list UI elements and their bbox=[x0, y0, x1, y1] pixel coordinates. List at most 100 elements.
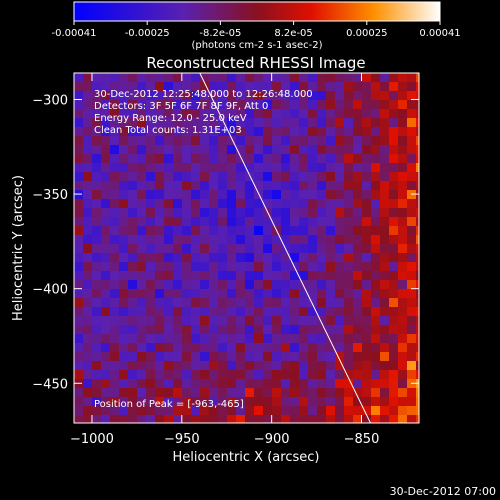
heatmap-cell bbox=[164, 208, 174, 218]
heatmap-cell bbox=[218, 352, 228, 362]
heatmap-cell bbox=[119, 307, 129, 317]
heatmap-cell bbox=[380, 298, 390, 308]
heatmap-cell bbox=[227, 235, 237, 245]
heatmap-cell bbox=[92, 172, 102, 182]
heatmap-cell bbox=[371, 73, 381, 83]
heatmap-cell bbox=[236, 118, 246, 128]
heatmap-cell bbox=[218, 208, 228, 218]
heatmap-cell bbox=[308, 262, 318, 272]
heatmap-cell bbox=[245, 163, 255, 173]
heatmap-cell bbox=[236, 163, 246, 173]
heatmap-cell bbox=[371, 343, 381, 353]
heatmap-cell bbox=[335, 262, 345, 272]
heatmap-cell bbox=[290, 172, 300, 182]
heatmap-cell bbox=[398, 244, 408, 254]
heatmap-cell bbox=[380, 217, 390, 227]
colorbar-tick-label: -0.00025 bbox=[125, 28, 170, 39]
heatmap-cell bbox=[155, 415, 165, 423]
heatmap-cell bbox=[74, 181, 84, 191]
heatmap-cell bbox=[83, 370, 93, 380]
heatmap-cell bbox=[200, 388, 210, 398]
heatmap-cell bbox=[281, 289, 291, 299]
heatmap-cell bbox=[200, 280, 210, 290]
heatmap-cell bbox=[182, 73, 192, 83]
x-tick-label: −850 bbox=[344, 432, 380, 447]
heatmap-cell bbox=[299, 181, 309, 191]
heatmap-cell bbox=[110, 289, 120, 299]
heatmap-cell bbox=[92, 91, 102, 101]
heatmap-cell bbox=[101, 262, 111, 272]
heatmap-cell bbox=[101, 199, 111, 209]
heatmap-cell bbox=[254, 379, 264, 389]
heatmap-cell bbox=[326, 343, 336, 353]
heatmap-cell bbox=[209, 244, 219, 254]
heatmap-cell bbox=[398, 235, 408, 245]
heatmap-cell bbox=[191, 145, 201, 155]
heatmap-cell bbox=[299, 307, 309, 317]
heatmap-cell bbox=[353, 154, 363, 164]
heatmap-cells bbox=[74, 73, 419, 423]
heatmap-cell bbox=[227, 190, 237, 200]
heatmap-cell bbox=[74, 91, 84, 101]
plot-frame bbox=[73, 72, 420, 424]
heatmap-cell bbox=[380, 82, 390, 92]
heatmap-cell bbox=[335, 334, 345, 344]
heatmap-cell bbox=[290, 280, 300, 290]
heatmap-cell bbox=[254, 388, 264, 398]
heatmap-cell bbox=[236, 352, 246, 362]
heatmap-cell bbox=[263, 190, 273, 200]
heatmap-cell bbox=[254, 181, 264, 191]
heatmap-cell bbox=[371, 298, 381, 308]
heatmap-cell bbox=[218, 343, 228, 353]
heatmap-cell bbox=[317, 352, 327, 362]
heatmap-cell bbox=[299, 172, 309, 182]
heatmap-cell bbox=[164, 370, 174, 380]
heatmap-cell bbox=[110, 145, 120, 155]
heatmap-cell bbox=[416, 91, 419, 101]
heatmap-cell bbox=[317, 379, 327, 389]
heatmap-cell bbox=[137, 343, 147, 353]
heatmap-cell bbox=[299, 370, 309, 380]
heatmap-cell bbox=[236, 181, 246, 191]
heatmap-cell bbox=[380, 118, 390, 128]
heatmap-cell bbox=[83, 388, 93, 398]
heatmap-cell bbox=[407, 253, 417, 263]
heatmap-cell bbox=[326, 208, 336, 218]
heatmap-cell bbox=[182, 334, 192, 344]
heatmap-cell bbox=[335, 361, 345, 371]
heatmap-cell bbox=[389, 100, 399, 110]
heatmap-cell bbox=[344, 253, 354, 263]
heatmap-cell bbox=[146, 217, 156, 227]
heatmap-cell bbox=[137, 172, 147, 182]
heatmap-cell bbox=[245, 343, 255, 353]
heatmap-cell bbox=[236, 127, 246, 137]
heatmap-cell bbox=[272, 289, 282, 299]
heatmap-cell bbox=[416, 199, 419, 209]
heatmap-cell bbox=[83, 307, 93, 317]
heatmap-cell bbox=[272, 100, 282, 110]
heatmap-cell bbox=[155, 298, 165, 308]
heatmap-cell bbox=[245, 235, 255, 245]
heatmap-cell bbox=[353, 370, 363, 380]
info-detectors: Detectors: 3F 5F 6F 7F 8F 9F, Att 0 bbox=[94, 101, 268, 112]
heatmap-cell bbox=[164, 325, 174, 335]
heatmap-cell bbox=[182, 253, 192, 263]
heatmap-cell bbox=[92, 271, 102, 281]
heatmap-cell bbox=[119, 379, 129, 389]
x-tick-label: −1000 bbox=[70, 432, 114, 447]
heatmap-cell bbox=[128, 91, 138, 101]
heatmap-cell bbox=[344, 109, 354, 119]
heatmap-cell bbox=[137, 397, 147, 407]
heatmap-cell bbox=[263, 163, 273, 173]
heatmap-cell bbox=[389, 334, 399, 344]
heatmap-cell bbox=[398, 208, 408, 218]
heatmap-cell bbox=[398, 118, 408, 128]
heatmap-cell bbox=[146, 172, 156, 182]
heatmap-cell bbox=[362, 208, 372, 218]
heatmap-cell bbox=[182, 154, 192, 164]
heatmap-cell bbox=[299, 82, 309, 92]
heatmap-cell bbox=[398, 73, 408, 83]
heatmap-cell bbox=[155, 199, 165, 209]
heatmap-cell bbox=[83, 262, 93, 272]
heatmap-cell bbox=[119, 325, 129, 335]
